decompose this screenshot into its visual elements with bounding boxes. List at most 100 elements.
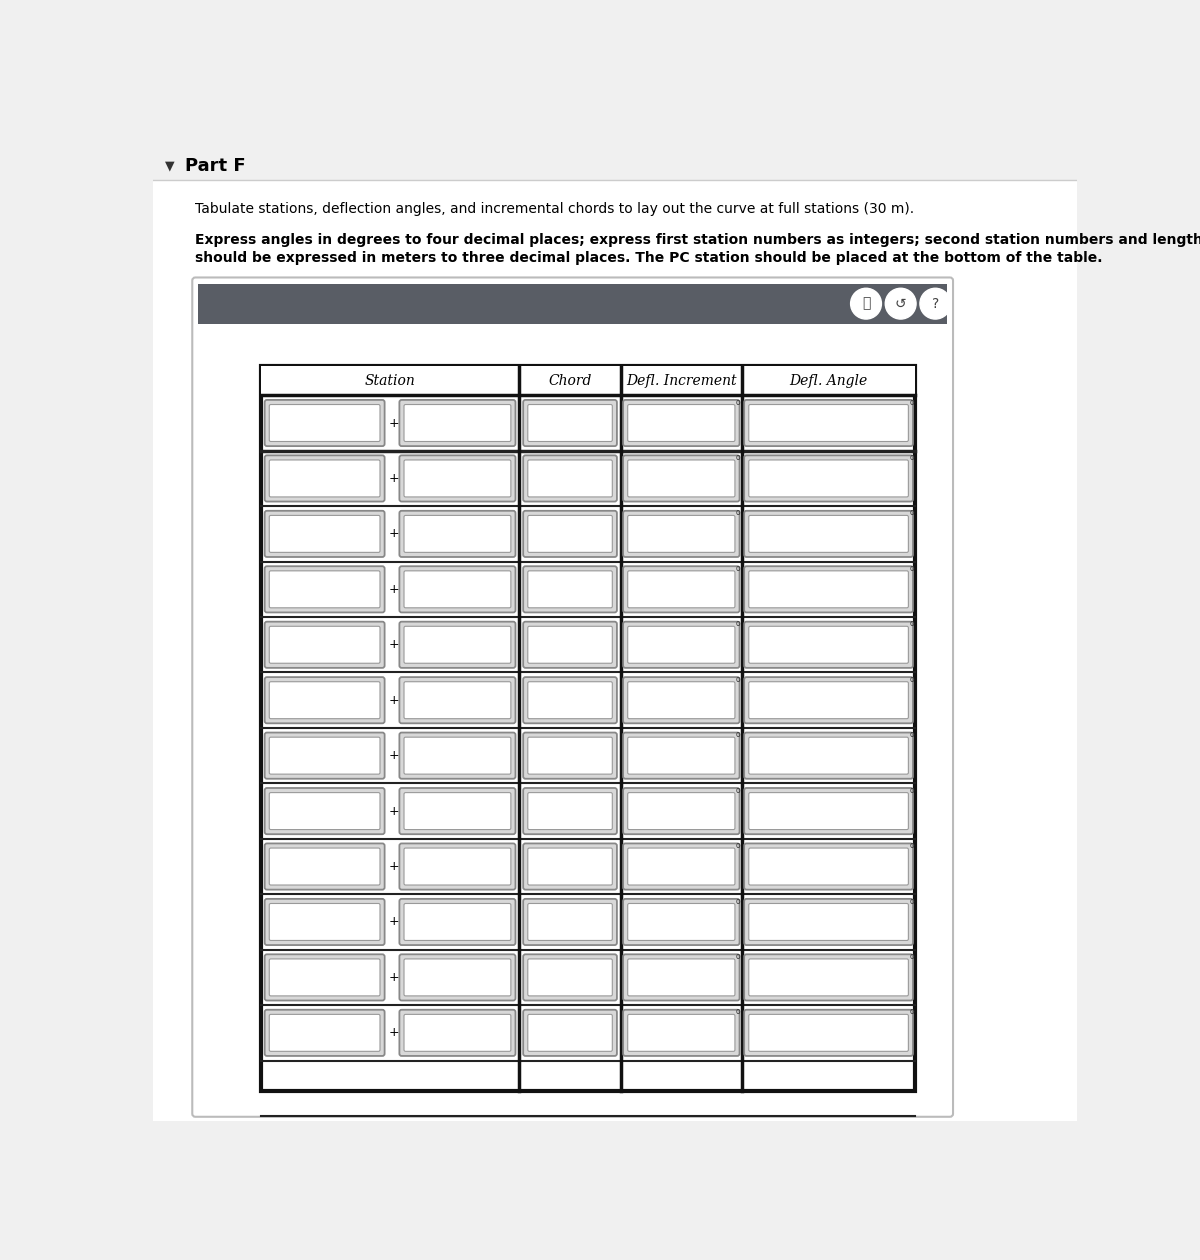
FancyBboxPatch shape: [265, 677, 385, 723]
FancyBboxPatch shape: [400, 455, 516, 501]
FancyBboxPatch shape: [523, 954, 617, 1000]
Text: o: o: [736, 454, 740, 462]
Text: o: o: [736, 620, 740, 629]
Text: +: +: [389, 916, 400, 929]
Text: o: o: [736, 786, 740, 795]
FancyBboxPatch shape: [523, 788, 617, 834]
FancyBboxPatch shape: [623, 510, 739, 557]
FancyBboxPatch shape: [269, 903, 380, 940]
FancyBboxPatch shape: [269, 848, 380, 885]
FancyBboxPatch shape: [628, 1014, 734, 1051]
Text: +: +: [389, 417, 400, 430]
FancyBboxPatch shape: [265, 954, 385, 1000]
FancyBboxPatch shape: [623, 621, 739, 668]
FancyBboxPatch shape: [404, 959, 511, 995]
FancyBboxPatch shape: [749, 404, 908, 441]
FancyBboxPatch shape: [623, 954, 739, 1000]
FancyBboxPatch shape: [400, 621, 516, 668]
FancyBboxPatch shape: [404, 460, 511, 496]
Text: o: o: [910, 897, 913, 906]
FancyBboxPatch shape: [404, 793, 511, 829]
FancyBboxPatch shape: [404, 571, 511, 607]
FancyBboxPatch shape: [528, 571, 612, 607]
FancyBboxPatch shape: [404, 404, 511, 441]
FancyBboxPatch shape: [749, 1014, 908, 1051]
Text: ?: ?: [931, 296, 938, 311]
FancyBboxPatch shape: [744, 566, 913, 612]
FancyBboxPatch shape: [269, 737, 380, 774]
FancyBboxPatch shape: [269, 1014, 380, 1051]
FancyBboxPatch shape: [523, 1009, 617, 1056]
FancyBboxPatch shape: [523, 677, 617, 723]
FancyBboxPatch shape: [744, 1009, 913, 1056]
Text: o: o: [910, 620, 913, 629]
FancyBboxPatch shape: [528, 959, 612, 995]
FancyBboxPatch shape: [269, 959, 380, 995]
FancyBboxPatch shape: [265, 843, 385, 890]
FancyBboxPatch shape: [749, 848, 908, 885]
FancyBboxPatch shape: [528, 903, 612, 940]
Text: Chord: Chord: [548, 374, 592, 388]
FancyBboxPatch shape: [749, 682, 908, 718]
FancyBboxPatch shape: [628, 848, 734, 885]
FancyBboxPatch shape: [628, 903, 734, 940]
FancyBboxPatch shape: [749, 571, 908, 607]
FancyBboxPatch shape: [269, 626, 380, 663]
Text: o: o: [736, 897, 740, 906]
FancyBboxPatch shape: [528, 737, 612, 774]
Bar: [154, 151, 1078, 180]
Text: o: o: [736, 842, 740, 851]
Text: o: o: [910, 842, 913, 851]
FancyBboxPatch shape: [528, 404, 612, 441]
FancyBboxPatch shape: [523, 566, 617, 612]
FancyBboxPatch shape: [265, 566, 385, 612]
FancyBboxPatch shape: [749, 626, 908, 663]
FancyBboxPatch shape: [628, 515, 734, 552]
Text: +: +: [389, 971, 400, 984]
Text: o: o: [736, 731, 740, 740]
FancyBboxPatch shape: [749, 737, 908, 774]
FancyBboxPatch shape: [528, 515, 612, 552]
Text: ↺: ↺: [895, 296, 906, 311]
FancyBboxPatch shape: [528, 626, 612, 663]
FancyBboxPatch shape: [192, 277, 953, 1116]
Text: o: o: [736, 675, 740, 684]
FancyBboxPatch shape: [265, 399, 385, 446]
FancyBboxPatch shape: [749, 515, 908, 552]
FancyBboxPatch shape: [628, 793, 734, 829]
Text: o: o: [736, 398, 740, 407]
FancyBboxPatch shape: [623, 677, 739, 723]
FancyBboxPatch shape: [628, 571, 734, 607]
FancyBboxPatch shape: [269, 404, 380, 441]
FancyBboxPatch shape: [404, 626, 511, 663]
FancyBboxPatch shape: [628, 682, 734, 718]
FancyBboxPatch shape: [404, 848, 511, 885]
FancyBboxPatch shape: [749, 460, 908, 496]
Text: +: +: [389, 472, 400, 485]
Text: o: o: [910, 675, 913, 684]
Text: +: +: [389, 583, 400, 596]
FancyBboxPatch shape: [744, 677, 913, 723]
Text: o: o: [910, 564, 913, 573]
Text: o: o: [910, 731, 913, 740]
Text: +: +: [389, 750, 400, 762]
FancyBboxPatch shape: [744, 510, 913, 557]
FancyBboxPatch shape: [400, 788, 516, 834]
FancyBboxPatch shape: [269, 571, 380, 607]
FancyBboxPatch shape: [265, 510, 385, 557]
Bar: [260, 367, 916, 1091]
FancyBboxPatch shape: [404, 903, 511, 940]
FancyBboxPatch shape: [265, 1009, 385, 1056]
FancyBboxPatch shape: [523, 898, 617, 945]
FancyBboxPatch shape: [400, 566, 516, 612]
FancyBboxPatch shape: [528, 1014, 612, 1051]
FancyBboxPatch shape: [528, 460, 612, 496]
FancyBboxPatch shape: [400, 399, 516, 446]
Text: o: o: [910, 1008, 913, 1017]
FancyBboxPatch shape: [523, 510, 617, 557]
Bar: [198, 324, 947, 1110]
FancyBboxPatch shape: [523, 843, 617, 890]
FancyBboxPatch shape: [623, 455, 739, 501]
Circle shape: [851, 289, 882, 319]
FancyBboxPatch shape: [265, 455, 385, 501]
